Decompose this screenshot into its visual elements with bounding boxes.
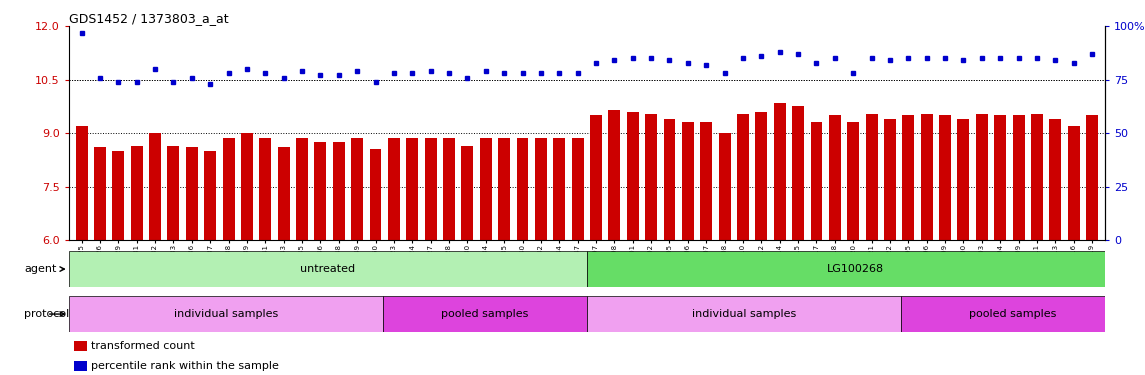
Bar: [315, 142, 326, 240]
Bar: [297, 138, 308, 240]
Bar: [259, 138, 271, 240]
Bar: [498, 138, 511, 240]
Bar: [847, 122, 859, 240]
Bar: [587, 251, 1123, 287]
Bar: [737, 114, 749, 240]
Bar: [719, 133, 731, 240]
Bar: [480, 138, 491, 240]
Bar: [167, 146, 180, 240]
Bar: [149, 133, 161, 240]
Bar: [608, 110, 621, 240]
Bar: [866, 114, 877, 240]
Bar: [811, 122, 822, 240]
Bar: [1068, 126, 1080, 240]
Bar: [939, 116, 951, 240]
Bar: [774, 103, 785, 240]
Bar: [829, 116, 840, 240]
Text: individual samples: individual samples: [174, 309, 278, 319]
Bar: [921, 114, 933, 240]
Bar: [571, 138, 584, 240]
Text: agent: agent: [24, 264, 64, 274]
Bar: [94, 147, 105, 240]
Bar: [902, 116, 915, 240]
Bar: [384, 296, 587, 332]
Bar: [701, 122, 712, 240]
Bar: [976, 114, 988, 240]
Bar: [590, 116, 602, 240]
Bar: [1087, 116, 1098, 240]
Bar: [222, 138, 235, 240]
Bar: [425, 138, 436, 240]
Bar: [406, 138, 418, 240]
Bar: [278, 147, 290, 240]
Bar: [1030, 114, 1043, 240]
Text: untreated: untreated: [300, 264, 355, 274]
Bar: [74, 341, 87, 351]
Bar: [333, 142, 345, 240]
Text: pooled samples: pooled samples: [441, 309, 529, 319]
Bar: [535, 138, 547, 240]
Text: protocol: protocol: [24, 309, 70, 319]
Text: percentile rank within the sample: percentile rank within the sample: [92, 361, 279, 371]
Bar: [112, 151, 125, 240]
Bar: [994, 116, 1006, 240]
Bar: [443, 138, 455, 240]
Bar: [957, 119, 970, 240]
Bar: [370, 149, 381, 240]
Text: LG100268: LG100268: [827, 264, 884, 274]
Text: transformed count: transformed count: [92, 341, 196, 351]
Bar: [69, 296, 384, 332]
Bar: [352, 138, 363, 240]
Bar: [131, 146, 143, 240]
Bar: [645, 114, 657, 240]
Bar: [461, 146, 473, 240]
Bar: [884, 119, 895, 240]
Text: GDS1452 / 1373803_a_at: GDS1452 / 1373803_a_at: [69, 12, 228, 25]
Bar: [516, 138, 529, 240]
Bar: [756, 112, 767, 240]
Bar: [663, 119, 676, 240]
Bar: [901, 296, 1123, 332]
Text: individual samples: individual samples: [692, 309, 796, 319]
Bar: [1012, 116, 1025, 240]
Bar: [69, 251, 587, 287]
Bar: [587, 296, 901, 332]
Bar: [388, 138, 400, 240]
Bar: [185, 147, 198, 240]
Bar: [76, 126, 87, 240]
Bar: [1049, 119, 1061, 240]
Bar: [204, 151, 216, 240]
Bar: [553, 138, 566, 240]
Bar: [682, 122, 694, 240]
Text: pooled samples: pooled samples: [969, 309, 1056, 319]
Bar: [792, 106, 804, 240]
Bar: [240, 133, 253, 240]
Bar: [74, 361, 87, 371]
Bar: [626, 112, 639, 240]
